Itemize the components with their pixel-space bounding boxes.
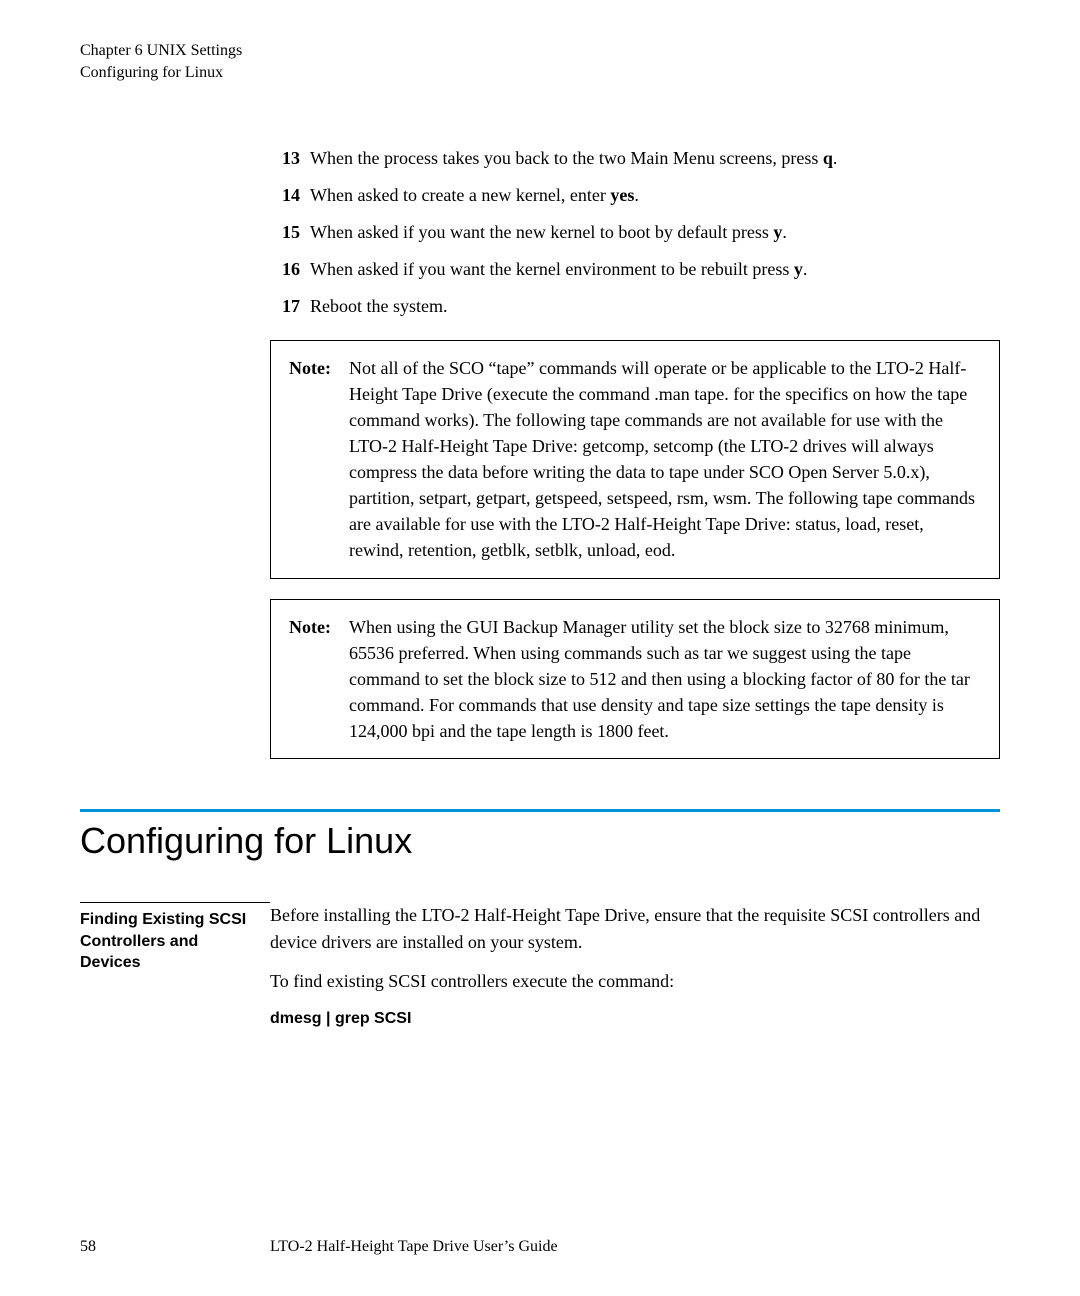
command-text: dmesg | grep SCSI	[270, 1007, 1000, 1031]
step-number: 15	[270, 219, 300, 246]
section-title: Configuring for Linux	[80, 820, 1000, 862]
header-chapter: Chapter 6 UNIX Settings	[80, 40, 1000, 62]
step-number: 17	[270, 293, 300, 320]
page-number: 58	[80, 1238, 270, 1256]
document-title: LTO-2 Half-Height Tape Drive User’s Guid…	[270, 1238, 1000, 1256]
subsection: Finding Existing SCSI Controllers and De…	[80, 902, 1000, 1043]
paragraph: Before installing the LTO-2 Half-Height …	[270, 902, 1000, 956]
main-content: 13 When the process takes you back to th…	[270, 145, 1000, 1043]
step-text: Reboot the system.	[310, 293, 1000, 320]
step-number: 13	[270, 145, 300, 172]
step-number: 14	[270, 182, 300, 209]
subsection-body: Before installing the LTO-2 Half-Height …	[270, 902, 1000, 1043]
header-section: Configuring for Linux	[80, 62, 1000, 84]
step-text: When the process takes you back to the t…	[310, 145, 1000, 172]
step-text: When asked to create a new kernel, enter…	[310, 182, 1000, 209]
note-label: Note:	[289, 614, 349, 744]
step-17: 17 Reboot the system.	[270, 293, 1000, 320]
step-16: 16 When asked if you want the kernel env…	[270, 256, 1000, 283]
step-text: When asked if you want the new kernel to…	[310, 219, 1000, 246]
page-header: Chapter 6 UNIX Settings Configuring for …	[80, 40, 1000, 85]
note-box-2: Note: When using the GUI Backup Manager …	[270, 599, 1000, 759]
note-label: Note:	[289, 355, 349, 564]
step-15: 15 When asked if you want the new kernel…	[270, 219, 1000, 246]
step-14: 14 When asked to create a new kernel, en…	[270, 182, 1000, 209]
note-text: Not all of the SCO “tape” commands will …	[349, 355, 981, 564]
step-number: 16	[270, 256, 300, 283]
step-13: 13 When the process takes you back to th…	[270, 145, 1000, 172]
note-text: When using the GUI Backup Manager utilit…	[349, 614, 981, 744]
section-divider	[80, 809, 1000, 812]
note-box-1: Note: Not all of the SCO “tape” commands…	[270, 340, 1000, 579]
page-footer: 58 LTO-2 Half-Height Tape Drive User’s G…	[80, 1238, 1000, 1256]
side-heading: Finding Existing SCSI Controllers and De…	[80, 902, 270, 1043]
step-text: When asked if you want the kernel enviro…	[310, 256, 1000, 283]
paragraph: To find existing SCSI controllers execut…	[270, 968, 1000, 995]
